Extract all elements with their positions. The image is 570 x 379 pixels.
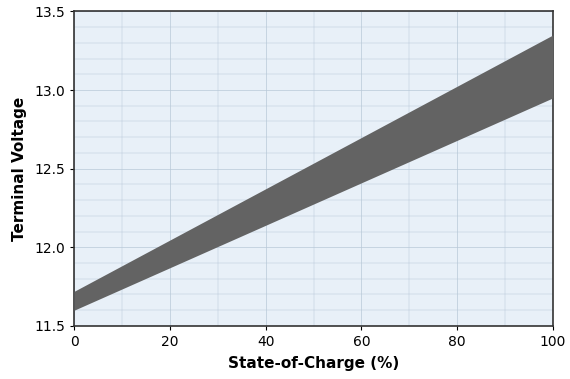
X-axis label: State-of-Charge (%): State-of-Charge (%) [228,356,399,371]
Y-axis label: Terminal Voltage: Terminal Voltage [12,97,27,241]
